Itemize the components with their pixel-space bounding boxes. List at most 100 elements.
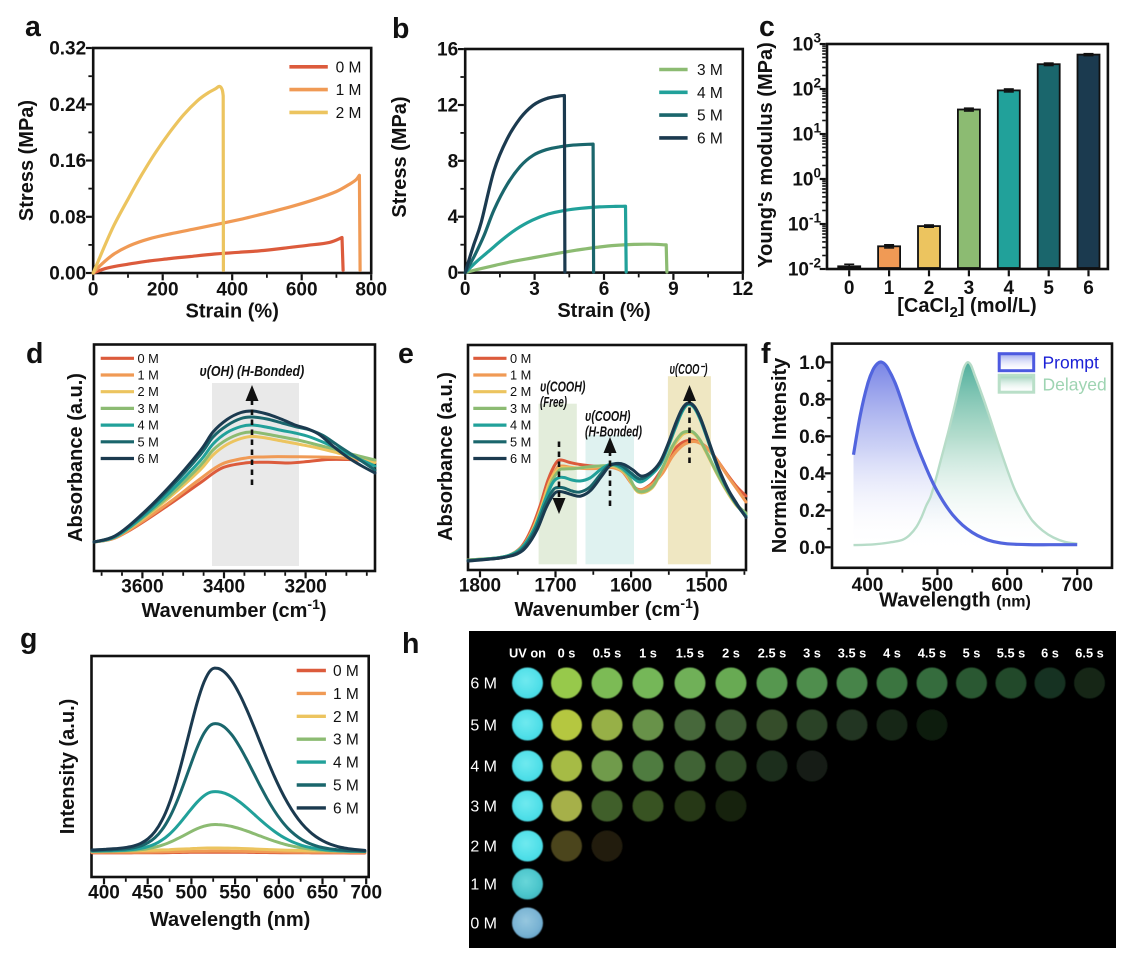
svg-text:16: 16 — [437, 40, 458, 61]
svg-text:b: b — [392, 13, 409, 45]
svg-text:0.0: 0.0 — [799, 538, 825, 559]
svg-text:0.8: 0.8 — [799, 390, 825, 411]
svg-text:Wavelength (nm): Wavelength (nm) — [879, 590, 1031, 612]
svg-text:0 M: 0 M — [470, 916, 497, 933]
svg-text:(Free): (Free) — [540, 394, 567, 411]
svg-text:700: 700 — [1061, 575, 1093, 596]
svg-text:0: 0 — [448, 263, 459, 284]
svg-text:Strain (%): Strain (%) — [186, 301, 279, 323]
svg-text:3 s: 3 s — [803, 646, 821, 661]
svg-text:1 s: 1 s — [639, 646, 657, 661]
svg-text:UV on: UV on — [509, 646, 546, 661]
svg-text:0.5 s: 0.5 s — [593, 646, 621, 661]
svg-text:4: 4 — [448, 207, 459, 228]
svg-text:0: 0 — [460, 279, 471, 300]
svg-text:0.32: 0.32 — [49, 39, 86, 60]
svg-text:0.00: 0.00 — [49, 264, 86, 285]
svg-text:1 M: 1 M — [138, 368, 159, 383]
svg-text:3: 3 — [964, 278, 975, 299]
svg-text:d: d — [26, 338, 43, 370]
svg-text:3200: 3200 — [284, 577, 326, 598]
svg-text:6 M: 6 M — [510, 451, 531, 466]
svg-text:600: 600 — [286, 280, 318, 301]
svg-text:1.5 s: 1.5 s — [676, 646, 704, 661]
svg-text:Stress (MPa): Stress (MPa) — [16, 100, 38, 221]
svg-text:0 M: 0 M — [138, 351, 159, 366]
svg-text:2: 2 — [924, 278, 935, 299]
svg-text:5 M: 5 M — [333, 778, 359, 795]
svg-text:3: 3 — [529, 279, 540, 300]
svg-text:Absorbance (a.u.): Absorbance (a.u.) — [65, 373, 87, 542]
svg-text:f: f — [761, 338, 771, 370]
svg-text:6 M: 6 M — [138, 451, 159, 466]
svg-text:1700: 1700 — [534, 576, 576, 597]
svg-text:1 M: 1 M — [470, 877, 497, 894]
svg-text:3.5 s: 3.5 s — [838, 646, 866, 661]
svg-text:4 s: 4 s — [883, 646, 901, 661]
svg-text:1 M: 1 M — [333, 686, 359, 703]
svg-text:5.5 s: 5.5 s — [997, 646, 1025, 661]
svg-text:450: 450 — [132, 883, 164, 904]
svg-text:4 M: 4 M — [138, 418, 159, 433]
svg-text:0.16: 0.16 — [49, 151, 86, 172]
svg-text:4 M: 4 M — [510, 418, 531, 433]
svg-text:1800: 1800 — [459, 576, 501, 597]
svg-text:Strain (%): Strain (%) — [557, 300, 650, 322]
svg-text:Stress (MPa): Stress (MPa) — [389, 96, 411, 217]
svg-text:9: 9 — [668, 279, 679, 300]
svg-text:12: 12 — [437, 96, 458, 117]
svg-text:3 M: 3 M — [510, 401, 531, 416]
svg-text:5 M: 5 M — [138, 434, 159, 449]
svg-text:5: 5 — [1043, 278, 1054, 299]
svg-text:Young's modulus (MPa): Young's modulus (MPa) — [755, 42, 777, 268]
svg-text:Delayed: Delayed — [1043, 375, 1107, 395]
svg-text:500: 500 — [176, 883, 208, 904]
svg-text:[CaCl2] (mol/L): [CaCl2] (mol/L) — [897, 295, 1036, 321]
svg-text:5 M: 5 M — [470, 718, 497, 735]
svg-text:3 M: 3 M — [697, 62, 723, 79]
svg-text:h: h — [402, 628, 419, 660]
svg-text:0 M: 0 M — [333, 663, 359, 680]
svg-text:(H-Bonded): (H-Bonded) — [585, 424, 642, 441]
svg-text:200: 200 — [147, 280, 179, 301]
svg-text:600: 600 — [263, 883, 295, 904]
svg-text:Wavenumber (cm-1): Wavenumber (cm-1) — [514, 595, 699, 621]
svg-text:0.4: 0.4 — [799, 464, 826, 485]
svg-text:400: 400 — [88, 883, 120, 904]
svg-text:υ(COO⁻): υ(COO⁻) — [670, 361, 708, 378]
svg-text:5 M: 5 M — [510, 434, 531, 449]
svg-text:1.0: 1.0 — [799, 353, 825, 374]
svg-text:Normalized Intensity: Normalized Intensity — [769, 357, 791, 553]
svg-text:e: e — [398, 338, 414, 370]
svg-text:3600: 3600 — [121, 577, 163, 598]
svg-text:3 M: 3 M — [470, 799, 497, 816]
svg-text:Intensity (a.u.): Intensity (a.u.) — [57, 699, 79, 835]
svg-text:400: 400 — [216, 280, 248, 301]
svg-text:Prompt: Prompt — [1043, 353, 1100, 373]
svg-text:2 M: 2 M — [333, 709, 359, 726]
svg-text:8: 8 — [448, 151, 459, 172]
svg-text:5 M: 5 M — [697, 108, 723, 125]
svg-text:a: a — [25, 11, 42, 43]
svg-text:1500: 1500 — [685, 576, 727, 597]
svg-text:1 M: 1 M — [336, 82, 362, 99]
svg-text:c: c — [759, 11, 775, 43]
svg-text:2 M: 2 M — [510, 384, 531, 399]
svg-text:3400: 3400 — [203, 577, 245, 598]
svg-text:0: 0 — [844, 278, 855, 299]
svg-text:Wavenumber (cm-1): Wavenumber (cm-1) — [141, 596, 326, 622]
svg-text:Absorbance (a.u.): Absorbance (a.u.) — [435, 372, 457, 541]
svg-text:4 M: 4 M — [333, 755, 359, 772]
svg-text:2.5 s: 2.5 s — [758, 646, 786, 661]
svg-text:6 s: 6 s — [1041, 646, 1059, 661]
svg-text:6: 6 — [599, 279, 610, 300]
svg-text:6.5 s: 6.5 s — [1075, 646, 1103, 661]
svg-text:3 M: 3 M — [333, 732, 359, 749]
svg-text:4 M: 4 M — [697, 85, 723, 102]
svg-text:0 s: 0 s — [558, 646, 576, 661]
svg-text:0.2: 0.2 — [799, 501, 825, 522]
svg-text:0.08: 0.08 — [49, 207, 86, 228]
svg-text:600: 600 — [991, 575, 1023, 596]
svg-text:0.6: 0.6 — [799, 427, 825, 448]
svg-text:2 s: 2 s — [722, 646, 740, 661]
